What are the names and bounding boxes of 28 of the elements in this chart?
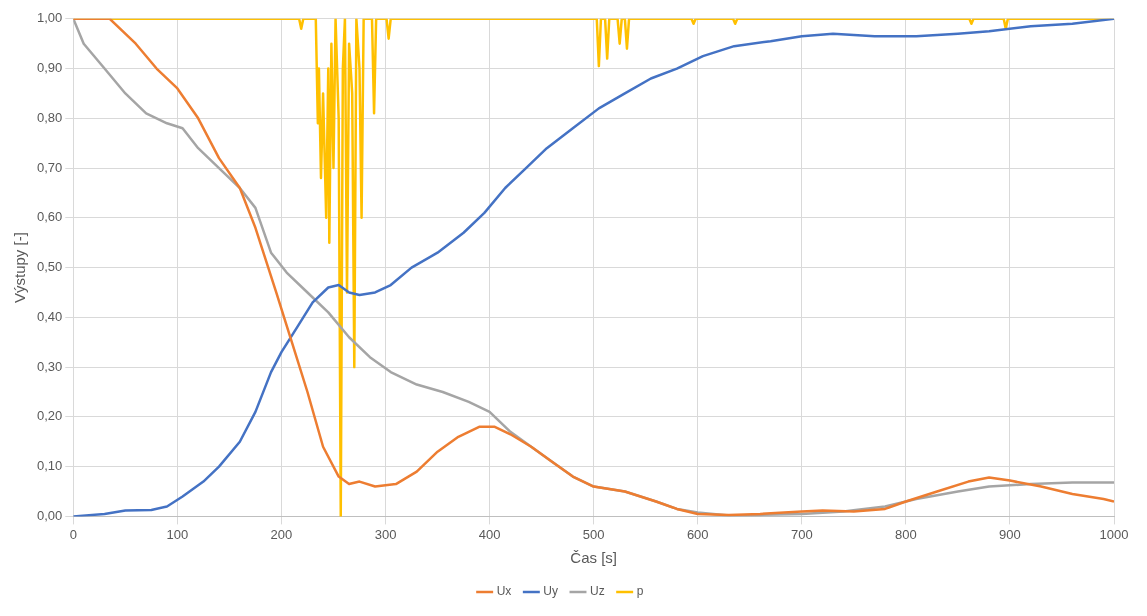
x-tick-label: 100 [166,526,189,542]
y-tick-label: 0,70 [36,159,63,175]
x-tick-label: 1000 [1099,526,1129,542]
y-tick-label: 0,20 [36,408,63,424]
y-tick-label: 0,40 [36,308,63,324]
y-tick-label: 0,90 [36,60,63,76]
y-tick-label: 0,50 [36,259,63,275]
y-tick-label: 0,10 [36,458,63,474]
x-tick-label: 400 [478,526,501,542]
x-tick-label: 0 [69,526,77,542]
x-tick-label: 700 [790,526,813,542]
y-tick-label: 1,00 [36,10,63,26]
x-tick-label: 500 [582,526,605,542]
y-axis-title: Výstupy [-] [11,232,29,304]
y-tick-label: 0,60 [36,209,63,225]
x-tick-label: 200 [270,526,293,542]
y-tick-label: 0,80 [36,109,63,125]
x-tick-label: 300 [374,526,397,542]
legend-label: Ux [496,584,512,599]
legend-label: p [636,584,644,599]
x-tick-label: 600 [686,526,709,542]
x-tick-label: 800 [895,526,917,542]
legend-label: Uy [543,584,558,599]
x-tick-label: 900 [999,526,1021,542]
y-tick-label: 0,00 [36,507,63,523]
legend-label: Uz [590,584,605,599]
y-tick-label: 0,30 [36,358,63,374]
x-axis-title: Čas [s] [570,549,617,567]
